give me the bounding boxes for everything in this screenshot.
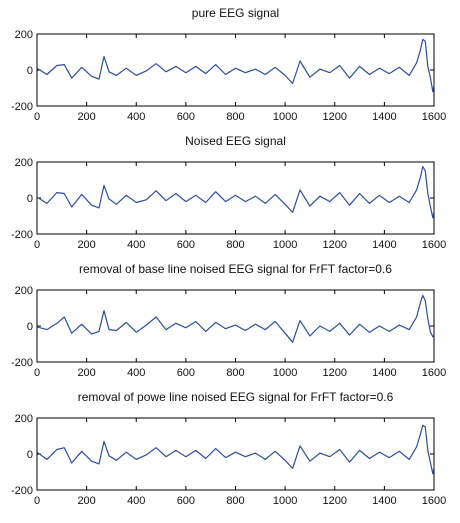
y-tick-label: 200 bbox=[15, 285, 33, 297]
x-tick-label: 0 bbox=[34, 367, 40, 379]
x-tick-label: 1000 bbox=[273, 367, 297, 379]
subplot-4: removal of powe line noised EEG signal f… bbox=[11, 390, 446, 507]
signal-line bbox=[36, 424, 435, 475]
x-tick-label: 1600 bbox=[422, 367, 446, 379]
signal-line bbox=[36, 38, 435, 93]
y-tick-label: -200 bbox=[11, 101, 33, 113]
subplot-title: removal of powe line noised EEG signal f… bbox=[78, 390, 394, 404]
x-tick-label: 200 bbox=[77, 239, 95, 251]
x-tick-label: 0 bbox=[34, 111, 40, 123]
axes-box bbox=[36, 417, 435, 491]
x-tick-label: 1400 bbox=[372, 367, 396, 379]
x-tick-label: 200 bbox=[77, 111, 95, 123]
y-tick-label: 200 bbox=[15, 157, 33, 169]
x-tick-label: 0 bbox=[34, 239, 40, 251]
y-tick-label: -200 bbox=[11, 357, 33, 369]
subplot-1: pure EEG signal 0 200 400 600 800 1000 1200 1400… bbox=[11, 6, 446, 123]
x-tick-label: 400 bbox=[127, 495, 145, 507]
axes-box bbox=[36, 33, 435, 107]
x-tick-label: 400 bbox=[127, 111, 145, 123]
x-tick-label: 600 bbox=[177, 111, 195, 123]
y-tick-label: 200 bbox=[15, 413, 33, 425]
x-tick-label: 600 bbox=[177, 367, 195, 379]
y-tick-label: 0 bbox=[27, 65, 33, 77]
x-tick-label: 1200 bbox=[323, 367, 347, 379]
subplot-title: removal of base line noised EEG signal f… bbox=[79, 262, 392, 276]
x-tick-label: 1400 bbox=[372, 239, 396, 251]
y-tick-label: -200 bbox=[11, 229, 33, 241]
x-tick-label: 400 bbox=[127, 239, 145, 251]
x-tick-label: 0 bbox=[34, 495, 40, 507]
x-tick-label: 400 bbox=[127, 367, 145, 379]
y-tick-label: 0 bbox=[27, 321, 33, 333]
x-tick-label: 1200 bbox=[323, 239, 347, 251]
x-tick-label: 1400 bbox=[372, 111, 396, 123]
x-tick-label: 1600 bbox=[422, 239, 446, 251]
x-tick-label: 1200 bbox=[323, 495, 347, 507]
x-tick-label: 600 bbox=[177, 495, 195, 507]
x-tick-label: 200 bbox=[77, 495, 95, 507]
y-tick-label: 0 bbox=[27, 193, 33, 205]
signal-line bbox=[36, 294, 435, 343]
x-tick-label: 800 bbox=[226, 111, 244, 123]
y-tick-label: 200 bbox=[15, 29, 33, 41]
signal-line bbox=[36, 165, 435, 219]
subplot-title: pure EEG signal bbox=[192, 6, 279, 20]
x-tick-label: 1000 bbox=[273, 239, 297, 251]
x-tick-label: 1600 bbox=[422, 495, 446, 507]
x-tick-label: 1000 bbox=[273, 495, 297, 507]
x-tick-label: 1600 bbox=[422, 111, 446, 123]
subplot-2: Noised EEG signal 0 200 400 600 800 1000 1200 14… bbox=[11, 134, 446, 251]
x-tick-label: 1400 bbox=[372, 495, 396, 507]
axes-box bbox=[36, 161, 435, 235]
x-tick-label: 800 bbox=[226, 239, 244, 251]
x-tick-label: 200 bbox=[77, 367, 95, 379]
subplot-title: Noised EEG signal bbox=[185, 134, 286, 148]
y-tick-label: 0 bbox=[27, 449, 33, 461]
x-tick-label: 1000 bbox=[273, 111, 297, 123]
y-tick-label: -200 bbox=[11, 485, 33, 497]
subplot-3: removal of base line noised EEG signal f… bbox=[11, 262, 446, 379]
x-tick-label: 800 bbox=[226, 367, 244, 379]
x-tick-label: 1200 bbox=[323, 111, 347, 123]
x-tick-label: 600 bbox=[177, 239, 195, 251]
x-tick-label: 800 bbox=[226, 495, 244, 507]
axes-box bbox=[36, 289, 435, 363]
